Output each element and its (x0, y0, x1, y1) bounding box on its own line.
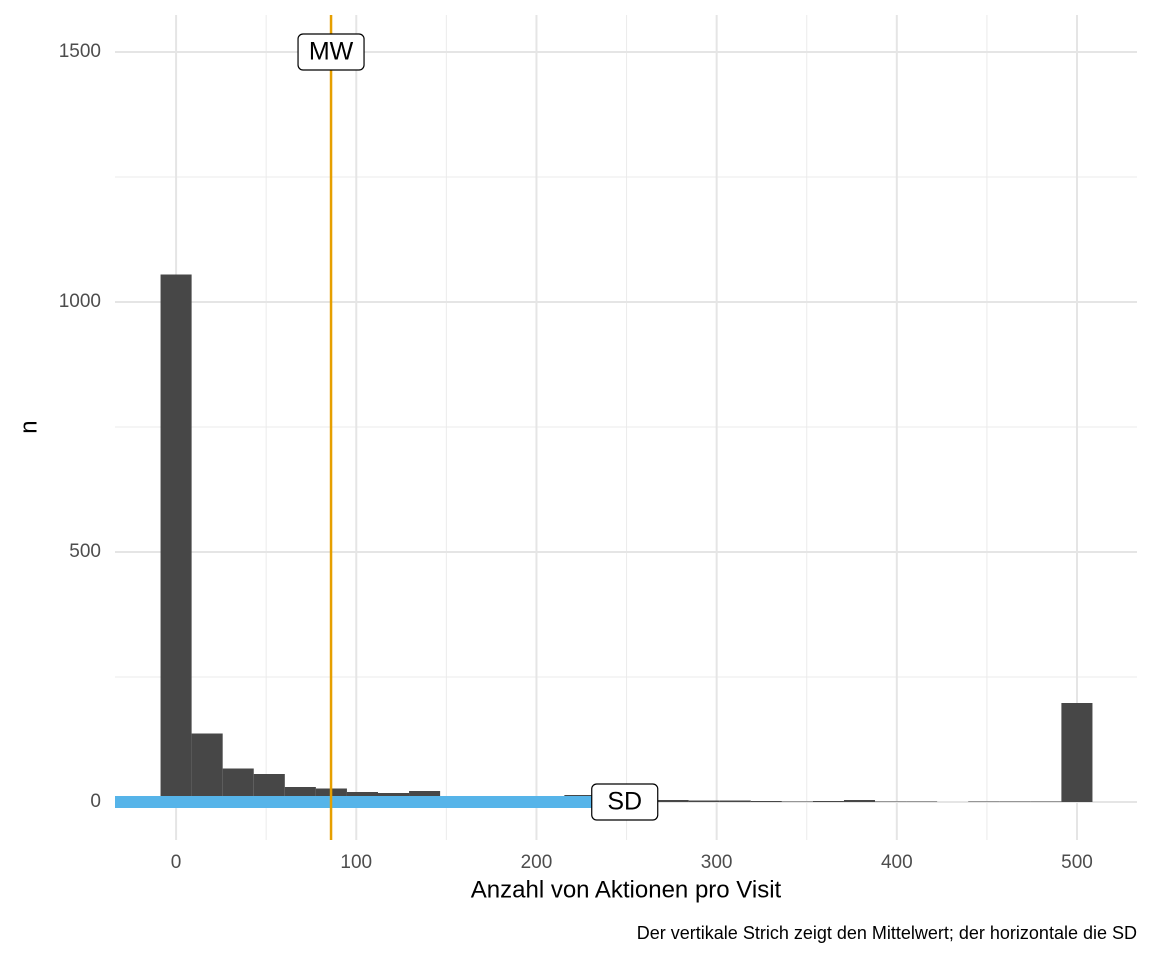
bar (812, 801, 844, 802)
bar (688, 800, 720, 802)
bar (906, 801, 938, 802)
bar (781, 801, 813, 802)
x-tick-label: 100 (340, 852, 372, 873)
bar (1061, 703, 1093, 802)
sd-label-box (591, 783, 659, 821)
bar (875, 801, 907, 802)
bar (1030, 801, 1062, 802)
x-tick-label: 500 (1061, 852, 1093, 873)
bar (999, 801, 1031, 802)
bar (968, 801, 1000, 802)
bar (719, 800, 751, 802)
x-tick-label: 300 (701, 852, 733, 873)
bar (843, 800, 876, 802)
bar (750, 801, 782, 802)
bar (191, 733, 223, 802)
y-tick-label: 1000 (59, 291, 101, 312)
y-tick-label: 0 (90, 791, 101, 812)
x-tick-label: 400 (881, 852, 913, 873)
caption: Der vertikale Strich zeigt den Mittelwer… (637, 923, 1137, 943)
mean-label: MW (309, 38, 354, 66)
y-axis-label: n (15, 420, 42, 433)
plot-area (115, 15, 1137, 840)
mean-label-box (297, 33, 365, 71)
x-tick-label: 200 (521, 852, 553, 873)
bar (657, 800, 689, 802)
x-tick-label: 0 (171, 852, 182, 873)
x-axis-label: Anzahl von Aktionen pro Visit (471, 876, 782, 903)
y-tick-label: 500 (69, 541, 101, 562)
sd-label: SD (607, 788, 642, 816)
y-tick-label: 1500 (59, 41, 101, 62)
bar (160, 274, 192, 802)
